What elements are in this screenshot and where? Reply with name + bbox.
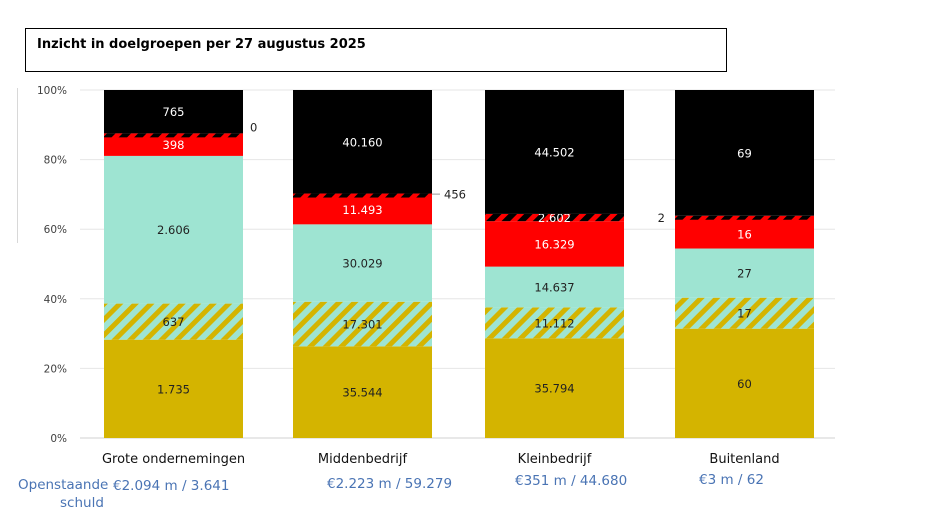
bar-2: 35.794 11.112 14.637 16.329 2.602 44.502 xyxy=(485,90,624,438)
bar-segment-segment-6-black xyxy=(675,90,814,216)
bar-0: 1.735 637 2.606 398 0 765 xyxy=(104,90,257,438)
data-label: 11.493 xyxy=(342,203,382,217)
data-label: 456 xyxy=(444,188,466,202)
bar-segment-segment-5-red-black-hatched xyxy=(675,215,814,220)
bar-segment-segment-5-red-black-hatched xyxy=(293,193,432,198)
bar-segment-segment-2-gold-teal-hatched xyxy=(675,297,814,329)
data-label: 637 xyxy=(163,315,185,329)
data-label: 1.735 xyxy=(157,382,190,396)
data-label: 2 xyxy=(658,211,665,225)
data-label: 2.602 xyxy=(538,211,571,225)
outstanding-debt-label-line2: schuld xyxy=(60,495,104,511)
chart-title: Inzicht in doelgroepen per 27 augustus 2… xyxy=(37,37,366,52)
bar-segment-segment-1-gold xyxy=(485,338,624,438)
bar-segment-segment-1-gold xyxy=(675,328,814,438)
bar-segment-segment-6-black xyxy=(485,90,624,214)
data-label: 14.637 xyxy=(534,281,574,295)
y-tick-label: 60% xyxy=(44,224,67,236)
data-label: 17 xyxy=(737,307,752,321)
data-label: 398 xyxy=(163,138,185,152)
bar-1: 35.544 17.301 30.029 11.493 456 40.160 xyxy=(293,90,466,438)
data-label: 16.329 xyxy=(534,237,574,251)
bar-segment-segment-6-black xyxy=(293,90,432,194)
y-axis: 0% 20% 40% 60% 80% 100% xyxy=(37,85,67,445)
bar-3: 60 17 27 16 2 69 xyxy=(658,90,814,438)
bar-segment-segment-4-red xyxy=(675,219,814,249)
amount-buitenland: €3 m / 62 xyxy=(699,472,764,488)
bar-segment-segment-3-teal xyxy=(104,155,243,304)
amount-grote-ondernemingen: €2.094 m / 3.641 xyxy=(113,478,230,494)
data-label: 27 xyxy=(737,267,752,281)
bar-segment-segment-3-teal xyxy=(675,248,814,298)
y-tick-label: 0% xyxy=(50,433,67,445)
amount-middenbedrijf: €2.223 m / 59.279 xyxy=(327,476,453,492)
y-tick-label: 20% xyxy=(44,363,67,375)
outstanding-debt-label-line1: Openstaande xyxy=(18,477,109,493)
x-tick-label: Grote ondernemingen xyxy=(102,452,245,467)
x-tick-label: Kleinbedrijf xyxy=(518,452,592,467)
data-label: 35.794 xyxy=(534,382,574,396)
data-label: 2.606 xyxy=(157,223,190,237)
bar-segment-segment-3-teal xyxy=(293,224,432,302)
bar-segment-segment-4-red xyxy=(293,194,432,225)
data-label: 765 xyxy=(163,105,185,119)
chart-title-box: Inzicht in doelgroepen per 27 augustus 2… xyxy=(25,28,727,72)
bar-segment-segment-5-red-black-hatched xyxy=(104,133,243,138)
bar-segment-segment-1-gold xyxy=(293,346,432,438)
bar-segment-segment-4-red xyxy=(485,221,624,267)
data-label: 11.112 xyxy=(534,316,574,330)
y-tick-label: 80% xyxy=(44,155,67,167)
x-tick-label: Buitenland xyxy=(709,452,779,467)
data-label: 40.160 xyxy=(342,135,382,149)
y-tick-label: 40% xyxy=(44,294,67,306)
bar-segment-segment-6-black xyxy=(104,90,243,134)
bar-segment-segment-5-red-black-hatched xyxy=(485,213,624,222)
bar-segment-segment-3-teal xyxy=(485,266,624,308)
y-tick-label: 100% xyxy=(37,85,67,97)
bar-segment-segment-2-gold-teal-hatched xyxy=(293,301,432,347)
data-label: 17.301 xyxy=(342,318,382,332)
x-axis: Grote ondernemingen Middenbedrijf Kleinbed… xyxy=(102,452,780,467)
bar-segment-segment-1-gold xyxy=(104,339,243,438)
data-label: 44.502 xyxy=(534,145,574,159)
data-label: 0 xyxy=(250,120,257,134)
data-label: 69 xyxy=(737,146,752,160)
bar-segment-segment-2-gold-teal-hatched xyxy=(485,307,624,339)
amount-kleinbedrijf: €351 m / 44.680 xyxy=(515,473,628,489)
bar-segment-segment-4-red xyxy=(104,133,243,156)
data-label: 30.029 xyxy=(342,257,382,271)
data-label: 35.544 xyxy=(342,386,382,400)
left-divider xyxy=(17,88,18,243)
data-label: 16 xyxy=(737,227,752,241)
data-label: 60 xyxy=(737,377,752,391)
x-tick-label: Middenbedrijf xyxy=(318,452,408,467)
bars: 1.735 637 2.606 398 0 765 35.544 17.301 30.029 11… xyxy=(104,90,814,438)
bar-segment-segment-2-gold-teal-hatched xyxy=(104,303,243,340)
